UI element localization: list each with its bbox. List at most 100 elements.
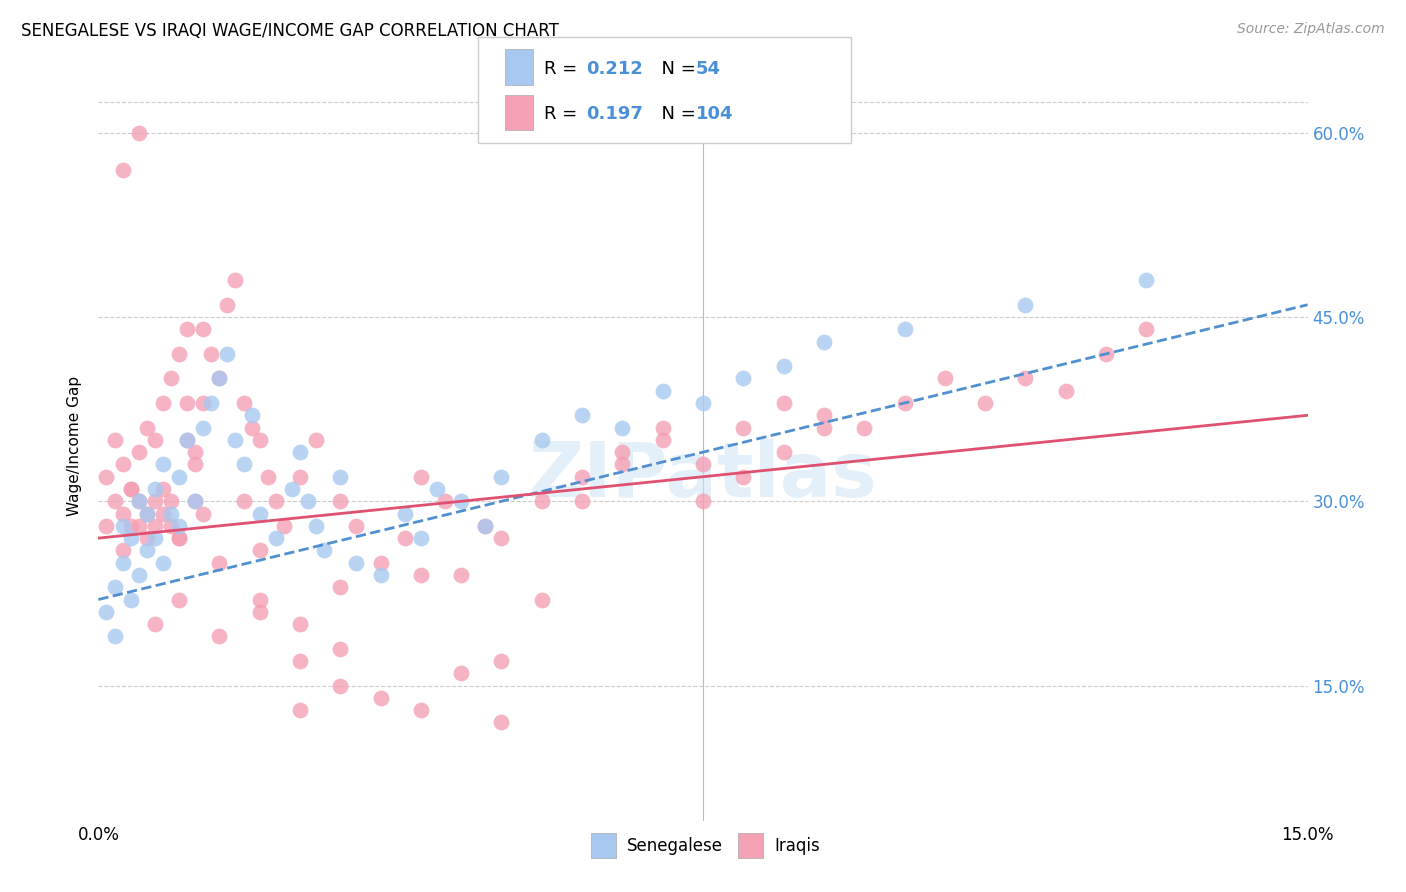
Point xyxy=(184,494,207,508)
Point xyxy=(692,396,714,410)
Point xyxy=(208,556,231,570)
Point xyxy=(530,592,553,607)
Point xyxy=(240,420,263,434)
Point xyxy=(434,494,457,508)
Point xyxy=(1014,371,1036,385)
Point xyxy=(184,458,207,472)
Text: Iraqis: Iraqis xyxy=(775,837,821,855)
Text: R =: R = xyxy=(544,60,583,78)
Point xyxy=(167,592,190,607)
Point xyxy=(111,162,134,177)
Point xyxy=(135,543,157,558)
Point xyxy=(240,409,263,423)
Point xyxy=(128,494,150,508)
Point xyxy=(176,433,198,447)
Point xyxy=(571,494,593,508)
Point xyxy=(651,384,673,398)
Point xyxy=(103,580,125,594)
Point xyxy=(249,605,271,619)
Point xyxy=(167,469,190,483)
Point xyxy=(409,469,432,483)
Point xyxy=(232,494,254,508)
Text: Source: ZipAtlas.com: Source: ZipAtlas.com xyxy=(1237,22,1385,37)
Point xyxy=(491,469,513,483)
Point xyxy=(409,568,432,582)
Point xyxy=(491,531,513,545)
Point xyxy=(893,322,915,336)
Point xyxy=(651,433,673,447)
Point xyxy=(288,445,311,459)
Point xyxy=(167,531,190,545)
Point xyxy=(135,507,157,521)
Point xyxy=(530,494,553,508)
Point xyxy=(160,519,183,533)
Point xyxy=(128,519,150,533)
Point xyxy=(530,433,553,447)
Point xyxy=(96,605,118,619)
Point xyxy=(120,482,142,496)
Point xyxy=(232,458,254,472)
Point xyxy=(249,433,271,447)
Point xyxy=(264,494,287,508)
Point xyxy=(224,433,246,447)
Point xyxy=(128,568,150,582)
Point xyxy=(491,715,513,730)
Point xyxy=(128,445,150,459)
Point xyxy=(893,396,915,410)
Point xyxy=(491,654,513,668)
Point xyxy=(111,556,134,570)
Point xyxy=(208,629,231,643)
Point xyxy=(974,396,997,410)
Point xyxy=(733,420,755,434)
Point xyxy=(651,420,673,434)
Point xyxy=(853,420,876,434)
Point xyxy=(474,519,496,533)
Point xyxy=(208,371,231,385)
Point xyxy=(152,396,174,410)
Point xyxy=(128,126,150,140)
Y-axis label: Wage/Income Gap: Wage/Income Gap xyxy=(67,376,83,516)
Point xyxy=(813,409,835,423)
Point xyxy=(273,519,295,533)
Point xyxy=(314,543,336,558)
Point xyxy=(733,469,755,483)
Point xyxy=(256,469,278,483)
Point xyxy=(143,519,166,533)
Point xyxy=(193,507,215,521)
Point xyxy=(692,494,714,508)
Point xyxy=(111,519,134,533)
Point xyxy=(143,617,166,632)
Point xyxy=(772,445,794,459)
Point xyxy=(409,703,432,717)
Point xyxy=(184,494,207,508)
Point xyxy=(1135,322,1157,336)
Point xyxy=(160,371,183,385)
Point xyxy=(249,592,271,607)
Point xyxy=(612,445,634,459)
Text: 54: 54 xyxy=(696,60,721,78)
Point xyxy=(224,273,246,287)
Point xyxy=(344,556,367,570)
Point xyxy=(344,519,367,533)
Point xyxy=(329,494,352,508)
Point xyxy=(450,666,472,681)
Point xyxy=(934,371,956,385)
Text: N =: N = xyxy=(650,60,702,78)
Point xyxy=(135,420,157,434)
Point xyxy=(1014,298,1036,312)
Text: N =: N = xyxy=(650,105,702,123)
Text: 0.212: 0.212 xyxy=(586,60,643,78)
Point xyxy=(305,519,328,533)
Text: 0.197: 0.197 xyxy=(586,105,643,123)
Point xyxy=(1095,347,1118,361)
Point xyxy=(143,531,166,545)
Point xyxy=(733,371,755,385)
Point xyxy=(772,359,794,373)
Point xyxy=(288,617,311,632)
Point xyxy=(813,420,835,434)
Point xyxy=(135,531,157,545)
Point xyxy=(120,519,142,533)
Point xyxy=(217,298,239,312)
Point xyxy=(370,568,392,582)
Point xyxy=(167,531,190,545)
